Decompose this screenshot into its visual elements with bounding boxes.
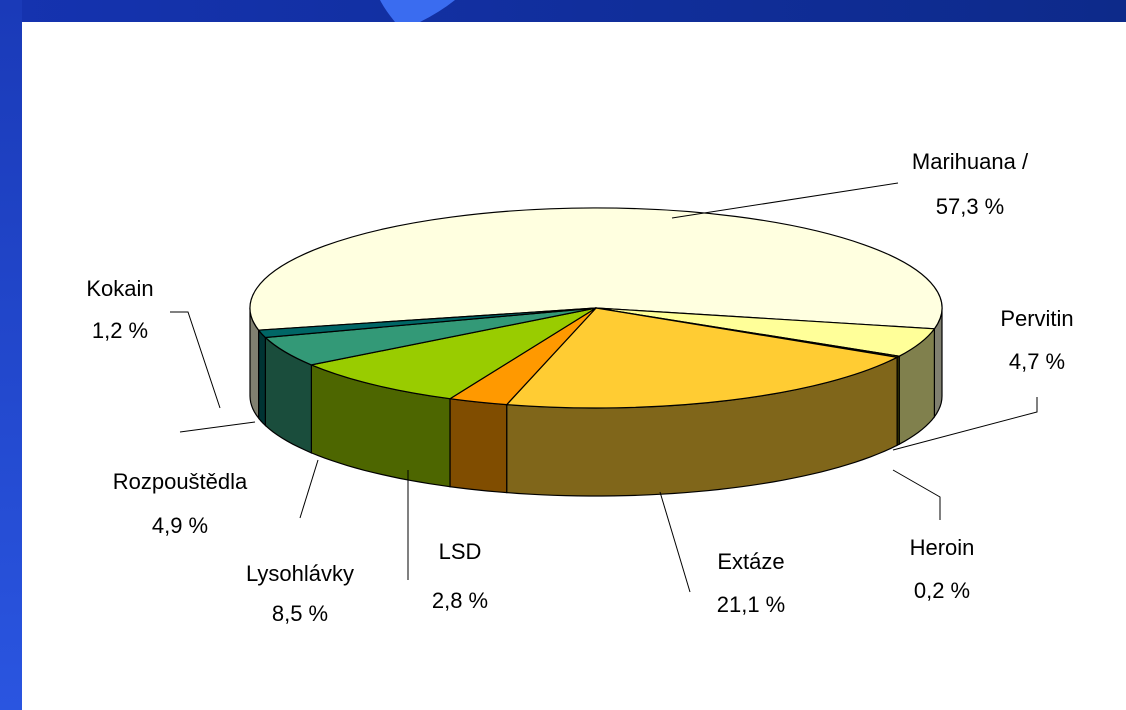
value-label: 4,7 % [1009,349,1065,374]
value-label: 4,9 % [152,513,208,538]
category-label: Kokain [86,276,153,301]
value-label: 21,1 % [717,592,786,617]
category-label: LSD [439,539,482,564]
top-bar [0,0,1126,22]
leader-line [892,397,1038,451]
pie-slice [309,307,597,400]
top-bar-accent [380,0,455,22]
leader-line [892,469,941,520]
category-label: Marihuana / [912,149,1029,174]
pie-side [258,328,266,427]
pie-slice [249,207,943,331]
value-label: 0,2 % [914,578,970,603]
category-label: Rozpouštědla [113,469,248,494]
leader-line [299,459,319,519]
leader-line [179,421,256,433]
leader-line [170,311,221,409]
category-label: Pervitin [1000,306,1073,331]
left-bar [0,0,22,710]
leader-line [659,491,691,593]
pie-tops [249,207,943,409]
category-label: Heroin [910,535,975,560]
value-label: 2,8 % [432,588,488,613]
value-label: 1,2 % [92,318,148,343]
labels: Marihuana / 57,3 % Pervitin 4,7 % Heroin 0,2 … [86,149,1073,626]
category-label: Extáze [717,549,784,574]
pie-sides [249,307,943,497]
pie-side [449,398,508,494]
pie-slice [257,307,597,339]
leader-line [671,182,899,219]
category-label: Lysohlávky [246,561,354,586]
value-label: 57,3 % [936,194,1005,219]
value-label: 8,5 % [272,601,328,626]
pie-slice [505,307,900,409]
